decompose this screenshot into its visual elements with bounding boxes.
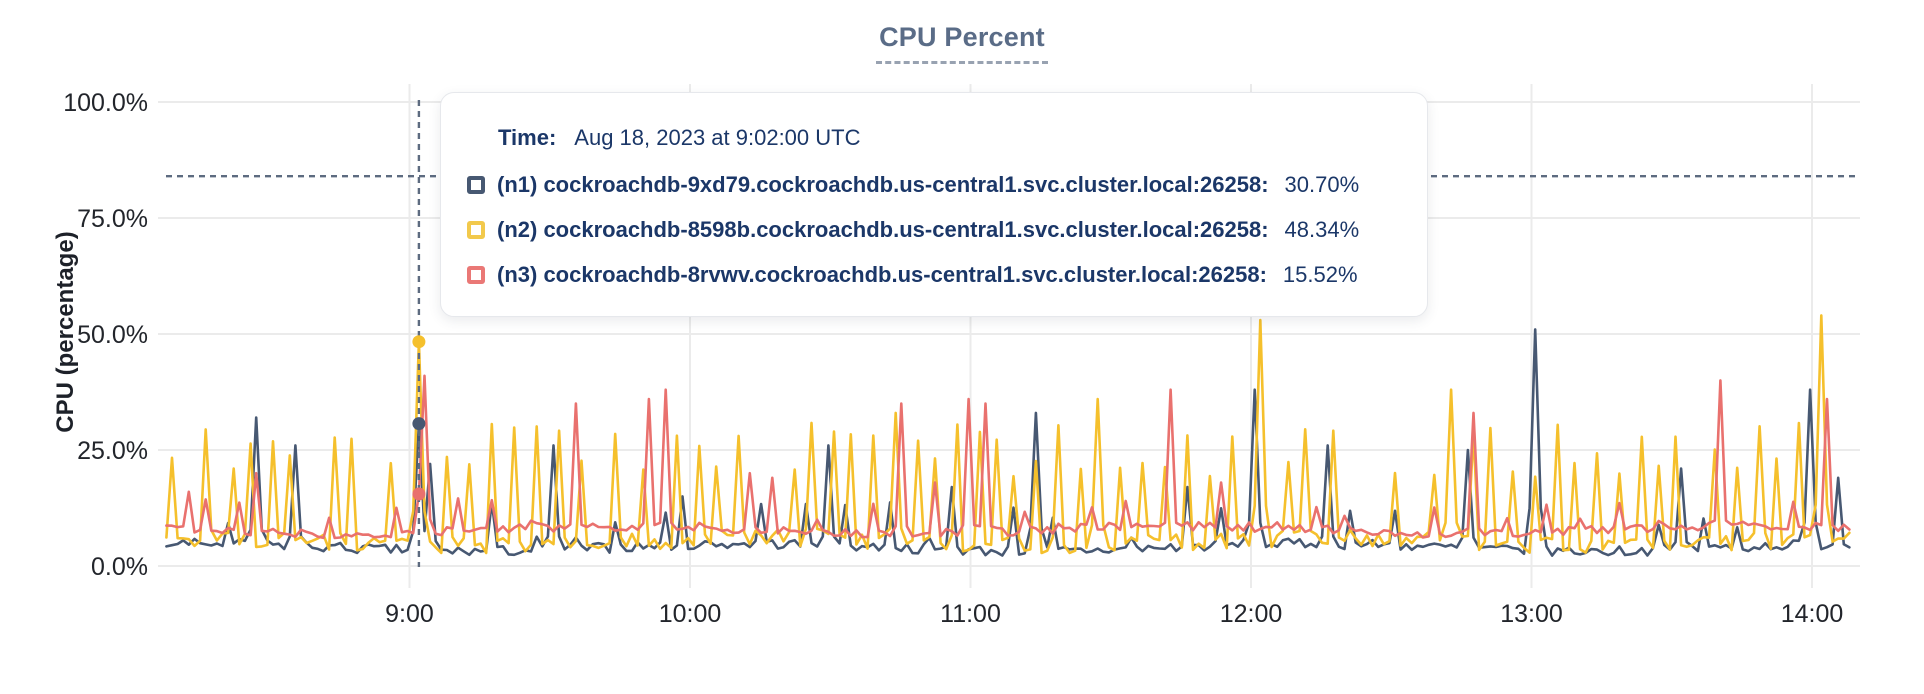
svg-text:12:00: 12:00: [1220, 600, 1283, 628]
svg-text:75.0%: 75.0%: [77, 205, 148, 233]
svg-text:11:00: 11:00: [940, 600, 1001, 628]
svg-text:25.0%: 25.0%: [77, 437, 148, 465]
tooltip-time-label: Time:: [498, 125, 557, 150]
y-axis-title: CPU (percentage): [52, 231, 79, 433]
x-axis-tick-labels: 9:00 10:00 11:00 12:00 13:00 14:00: [385, 600, 1843, 628]
series-line-n3: [165, 374, 1851, 540]
svg-text:13:00: 13:00: [1500, 600, 1563, 628]
series-color-swatch: [467, 221, 485, 239]
series-line-n2: [165, 314, 1851, 555]
tooltip-series-row: (n2) cockroachdb-8598b.cockroachdb.us-ce…: [467, 215, 1403, 245]
series-name: (n1) cockroachdb-9xd79.cockroachdb.us-ce…: [497, 172, 1269, 197]
chart-title[interactable]: CPU Percent: [876, 22, 1048, 64]
cursor-dot: [412, 487, 426, 501]
series-value: 30.70%: [1284, 172, 1360, 197]
series-name: (n2) cockroachdb-8598b.cockroachdb.us-ce…: [497, 217, 1269, 242]
cursor-dot: [412, 417, 426, 431]
svg-text:10:00: 10:00: [659, 600, 722, 628]
series-value: 48.34%: [1284, 217, 1360, 242]
svg-text:9:00: 9:00: [385, 600, 434, 628]
tooltip-series-row: (n3) cockroachdb-8rvwv.cockroachdb.us-ce…: [467, 260, 1403, 290]
tooltip-time-value: Aug 18, 2023 at 9:02:00 UTC: [574, 125, 861, 150]
chart-tooltip: Time: Aug 18, 2023 at 9:02:00 UTC (n1) co…: [440, 92, 1428, 317]
tooltip-series-row: (n1) cockroachdb-9xd79.cockroachdb.us-ce…: [467, 170, 1403, 200]
series-lines: [165, 314, 1851, 557]
svg-text:100.0%: 100.0%: [63, 89, 148, 117]
chart-title-wrap: CPU Percent: [0, 22, 1924, 64]
svg-text:0.0%: 0.0%: [91, 553, 148, 581]
series-name: (n3) cockroachdb-8rvwv.cockroachdb.us-ce…: [497, 262, 1267, 287]
svg-text:50.0%: 50.0%: [77, 321, 148, 349]
cursor-dot: [412, 335, 426, 349]
series-color-swatch: [467, 176, 485, 194]
tooltip-time-row: Time: Aug 18, 2023 at 9:02:00 UTC: [498, 123, 1403, 153]
series-color-swatch: [467, 266, 485, 284]
y-axis-tick-labels: 100.0% 75.0% 50.0% 25.0% 0.0%: [63, 89, 148, 581]
cursor-dots: [412, 335, 426, 501]
svg-text:14:00: 14:00: [1781, 600, 1844, 628]
series-value: 15.52%: [1282, 262, 1358, 287]
